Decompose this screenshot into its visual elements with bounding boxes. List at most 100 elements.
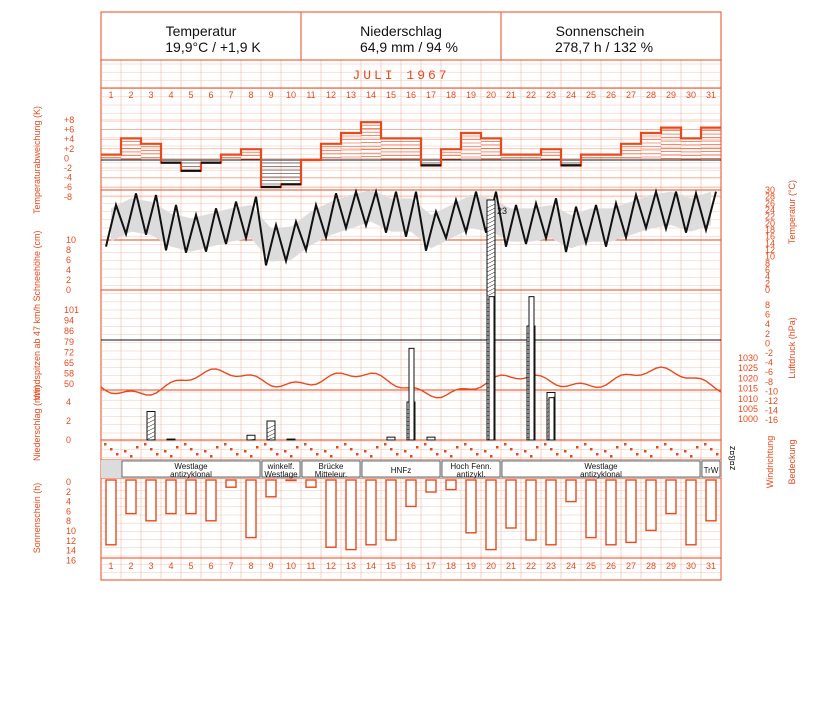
sun-tick: 4 <box>66 497 71 507</box>
sunshine-bar <box>405 479 417 508</box>
wind-direction-dot <box>144 443 147 446</box>
sun-axis-title: Sonnenschein (h) <box>32 483 42 554</box>
day-label-top: 22 <box>526 90 536 100</box>
temperature-tick: 28 <box>765 192 775 202</box>
snow-tick: 8 <box>66 245 71 255</box>
precip-bar <box>166 438 176 441</box>
day-label-bottom: 5 <box>188 561 193 571</box>
precip-bar-hatch <box>486 275 496 281</box>
wind-direction-dot <box>116 453 119 456</box>
day-label-top: 26 <box>606 90 616 100</box>
wind-direction-dot <box>216 446 219 449</box>
wind-direction-dot <box>410 455 413 458</box>
wind-direction-dot <box>330 455 333 458</box>
weather-type-label: antizykl. <box>457 470 486 479</box>
wind-direction-dot <box>316 453 319 456</box>
precip-bar-hatch <box>486 223 496 229</box>
wind-direction-dot <box>716 453 719 456</box>
sonnenschein-value: 278,7 h / 132 % <box>555 39 653 55</box>
precip-bar-frame <box>246 434 256 441</box>
snow-axis-title: Schneehöhe (cm) <box>32 230 42 301</box>
wind-direction-dot <box>150 448 153 451</box>
temp-dev-tick: -8 <box>64 192 72 202</box>
wind-direction-dot <box>390 448 393 451</box>
wind-direction-dot <box>270 448 273 451</box>
wind-direction-dot <box>530 455 533 458</box>
weather-type-box <box>501 460 701 478</box>
sunshine-bar <box>245 479 257 539</box>
day-label-bottom: 13 <box>346 561 356 571</box>
wind-peak-bar <box>488 296 495 441</box>
day-label-top: 20 <box>486 90 496 100</box>
day-label-bottom: 29 <box>666 561 676 571</box>
weather-type-label: antizyklonal <box>170 470 212 479</box>
temp-dev-tick: +4 <box>64 134 74 144</box>
wind-direction-dot <box>324 450 327 453</box>
day-label-top: 30 <box>686 90 696 100</box>
wind-direction-dot <box>670 448 673 451</box>
temperature-tick: 2 <box>765 278 770 288</box>
pressure-dev-tick: -10 <box>765 386 778 396</box>
wind-direction-dot <box>404 450 407 453</box>
sun-tick: 6 <box>66 506 71 516</box>
day-label-bottom: 23 <box>546 561 556 571</box>
day-label-top: 11 <box>306 90 315 100</box>
day-label-top: 31 <box>706 90 716 100</box>
sunshine-bar <box>565 479 577 503</box>
temperature-tick: 24 <box>765 205 775 215</box>
weather-type-box <box>261 460 301 478</box>
wind-direction-dot <box>710 448 713 451</box>
temperature-tick: 0 <box>765 285 770 295</box>
wind-peak-bar <box>528 296 535 441</box>
day-label-bottom: 27 <box>626 561 636 571</box>
precip-tick: 2 <box>66 416 71 426</box>
wind-direction-dot <box>464 443 467 446</box>
day-label-bottom: 24 <box>566 561 576 571</box>
precip-bar-hatch <box>486 235 496 241</box>
precip-bar-hatch <box>486 263 496 269</box>
temperature-tick: 8 <box>765 258 770 268</box>
pressure-dev-tick: -14 <box>765 406 778 416</box>
day-label-top: 27 <box>626 90 636 100</box>
day-label-bottom: 10 <box>286 561 296 571</box>
temp-dev-tick: 0 <box>64 153 69 163</box>
wind-direction-dot <box>624 443 627 446</box>
temp-dev-line <box>101 121 721 189</box>
wind-tick: 101 <box>64 305 79 315</box>
day-label-top: 14 <box>366 90 376 100</box>
wind-direction-dot <box>516 453 519 456</box>
pressure-dev-tick: 0 <box>765 338 770 348</box>
wind-direction-dot <box>584 443 587 446</box>
wind-direction-dot <box>264 443 267 446</box>
wind-direction-dot <box>690 455 693 458</box>
wind-direction-dot <box>604 450 607 453</box>
wind-direction-dot <box>204 450 207 453</box>
precip-bar-hatch <box>486 243 496 249</box>
snow-tick: 10 <box>66 235 76 245</box>
wind-axis-title: Windspitzen ab 47 km/h <box>32 304 42 400</box>
sunshine-bar <box>325 479 337 548</box>
sunshine-bar <box>705 479 717 522</box>
temp-dev-tick: +8 <box>64 115 74 125</box>
wind-direction-dot <box>616 446 619 449</box>
temperature-tick: 6 <box>765 265 770 275</box>
sunshine-bar <box>645 479 657 532</box>
wind-direction-dot <box>170 455 173 458</box>
sunshine-bar <box>605 479 617 546</box>
precip-bar-hatch <box>146 423 156 428</box>
precip-bar-hatch <box>146 431 156 436</box>
temp-dev-tick: +2 <box>64 144 74 154</box>
weather-type-box <box>441 460 501 478</box>
wind-direction-dot <box>576 446 579 449</box>
day-label-bottom: 20 <box>486 561 496 571</box>
wind-direction-dot <box>184 443 187 446</box>
temperature-tick: 16 <box>765 232 775 242</box>
precip-bar-hatch <box>486 203 496 209</box>
wind-direction-dot <box>544 443 547 446</box>
precip-bar-hatch <box>486 291 496 297</box>
wind-direction-dot <box>430 448 433 451</box>
wind-direction-dot <box>376 446 379 449</box>
wind-direction-dot <box>244 450 247 453</box>
pressure-hpa-tick: 1030 <box>738 353 758 363</box>
sun-tick: 16 <box>66 555 76 565</box>
